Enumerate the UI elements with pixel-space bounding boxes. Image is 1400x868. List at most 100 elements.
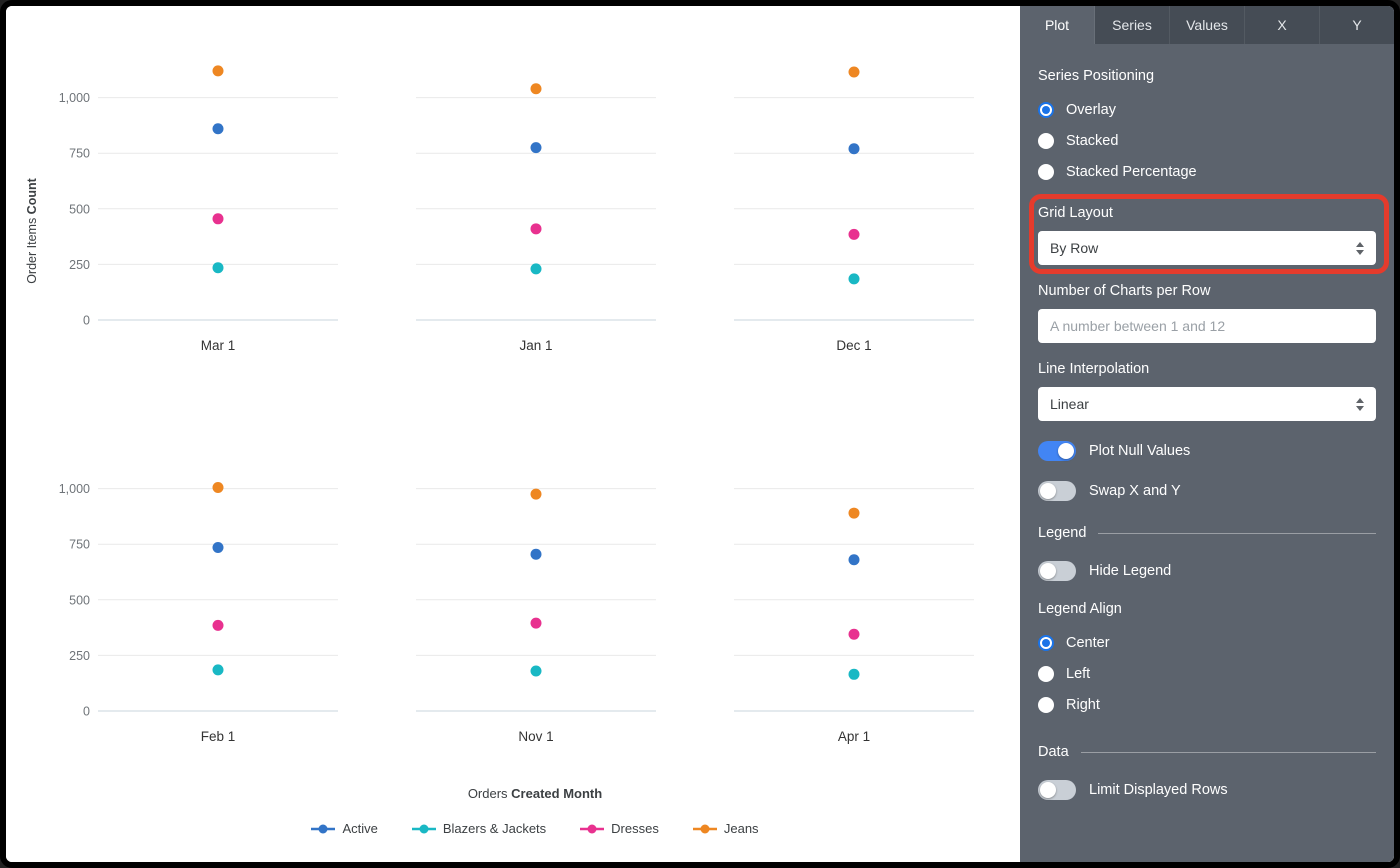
radio-icon[interactable] [1038,163,1054,180]
radio-label: Overlay [1066,101,1116,118]
line-interpolation-select[interactable]: Linear [1038,387,1376,421]
plot-null-values-row: Plot Null Values [1038,441,1376,461]
series-positioning-group: Overlay Stacked Stacked Percentage [1038,94,1376,187]
data-point-blazers-jackets[interactable] [212,262,224,274]
viz-config-panel: Plot Series Values X Y Series Positioning Ov… [1020,6,1394,862]
y-tick-label: 500 [69,593,90,607]
hide-legend-row: Hide Legend [1038,561,1376,581]
x-axis-label-field: Created Month [511,786,603,801]
data-point-dresses[interactable] [212,619,224,631]
grid-layout-field: Grid Layout By Row [1029,194,1389,274]
facet-plot: Apr 1 [734,488,974,744]
radio-option-right[interactable]: Right [1038,689,1376,720]
data-point-blazers-jackets[interactable] [848,273,860,285]
legend-align-group: Center Left Right [1038,627,1376,720]
legend-marker-icon [580,824,605,833]
legend-item-blazers-jackets[interactable]: Blazers & Jackets [411,821,547,836]
y-tick-label: 250 [69,649,90,663]
grid-layout-select-value: By Row [1050,240,1099,256]
tab-x[interactable]: X [1245,6,1320,44]
x-axis-label: Orders Created Month [58,786,1012,801]
toggle-knob [1040,782,1056,798]
radio-label: Left [1066,665,1091,682]
legend-section-header: Legend [1038,525,1376,541]
radio-icon[interactable] [1038,101,1054,118]
legend-marker-icon [411,824,436,833]
limit-displayed-rows-row: Limit Displayed Rows [1038,780,1376,800]
tab-plot[interactable]: Plot [1020,6,1095,44]
tab-values[interactable]: Values [1170,6,1245,44]
section-divider-line [1098,532,1376,534]
data-point-jeans[interactable] [212,481,224,493]
legend-marker-icon [692,824,717,833]
legend-label: Blazers & Jackets [442,821,547,836]
radio-option-stacked[interactable]: Stacked [1038,125,1376,156]
data-point-jeans[interactable] [530,83,542,95]
plot-null-values-toggle[interactable] [1038,441,1076,461]
facet-x-tick-label: Feb 1 [201,729,236,744]
y-axis-label: Order Items Count [25,151,39,311]
radio-option-stacked-percentage[interactable]: Stacked Percentage [1038,156,1376,187]
facet-plot: 0 250 500 750 1,000 Feb 1 [59,481,338,744]
data-point-active[interactable] [212,123,224,135]
data-point-jeans[interactable] [212,65,224,77]
legend-item-jeans[interactable]: Jeans [692,821,759,836]
legend-marker-icon [311,824,336,833]
data-point-dresses[interactable] [848,228,860,240]
radio-option-center[interactable]: Center [1038,627,1376,658]
data-point-blazers-jackets[interactable] [848,668,860,680]
toggle-knob [1058,443,1074,459]
charts-per-row-label: Number of Charts per Row [1038,283,1211,299]
facet-x-tick-label: Nov 1 [518,729,553,744]
data-point-jeans[interactable] [848,507,860,519]
hide-legend-toggle[interactable] [1038,561,1076,581]
radio-icon[interactable] [1038,665,1054,682]
facet-x-tick-label: Mar 1 [201,338,236,353]
facet-plot: Dec 1 [734,66,974,353]
legend-item-dresses[interactable]: Dresses [580,821,659,836]
facet-chart-mar-1: 0 250 500 750 1,000 Mar 1 [58,20,376,369]
radio-label: Center [1066,634,1110,651]
swap-x-y-toggle[interactable] [1038,481,1076,501]
data-point-jeans[interactable] [530,488,542,500]
tab-y[interactable]: Y [1352,17,1362,33]
data-point-active[interactable] [848,554,860,566]
data-point-active[interactable] [530,142,542,154]
radio-icon[interactable] [1038,696,1054,713]
radio-icon[interactable] [1038,132,1054,149]
plot-null-values-label: Plot Null Values [1089,443,1191,459]
limit-displayed-rows-toggle[interactable] [1038,780,1076,800]
facet-x-tick-label: Dec 1 [836,338,871,353]
y-tick-label: 750 [69,147,90,161]
data-point-dresses[interactable] [212,213,224,225]
data-point-dresses[interactable] [530,223,542,235]
facet-chart-nov-1: Nov 1 [376,411,694,760]
y-tick-label: 0 [83,314,90,328]
radio-icon[interactable] [1038,634,1054,651]
data-point-blazers-jackets[interactable] [530,665,542,677]
swap-x-y-label: Swap X and Y [1089,483,1181,499]
data-point-active[interactable] [848,143,860,155]
data-point-blazers-jackets[interactable] [530,263,542,275]
radio-option-overlay[interactable]: Overlay [1038,94,1376,125]
plot-tab-content: Series Positioning Overlay Stacked Stacked… [1020,44,1394,862]
data-point-dresses[interactable] [848,628,860,640]
legend-item-active[interactable]: Active [311,821,378,836]
radio-option-left[interactable]: Left [1038,658,1376,689]
data-point-dresses[interactable] [530,617,542,629]
grid-layout-select[interactable]: By Row [1038,231,1376,265]
radio-label: Stacked [1066,132,1119,149]
data-point-jeans[interactable] [848,66,860,78]
section-divider-line [1080,751,1376,753]
charts-per-row-input[interactable] [1038,309,1376,343]
data-point-active[interactable] [530,548,542,560]
data-section-header: Data [1038,744,1376,760]
data-point-blazers-jackets[interactable] [212,664,224,676]
tab-series[interactable]: Series [1095,6,1170,44]
facet-chart-feb-1: 0 250 500 750 1,000 Feb 1 [58,411,376,760]
facet-plot: Nov 1 [416,488,656,744]
y-axis-label-view: Order Items [25,217,39,284]
data-point-active[interactable] [212,542,224,554]
y-tick-label: 250 [69,258,90,272]
